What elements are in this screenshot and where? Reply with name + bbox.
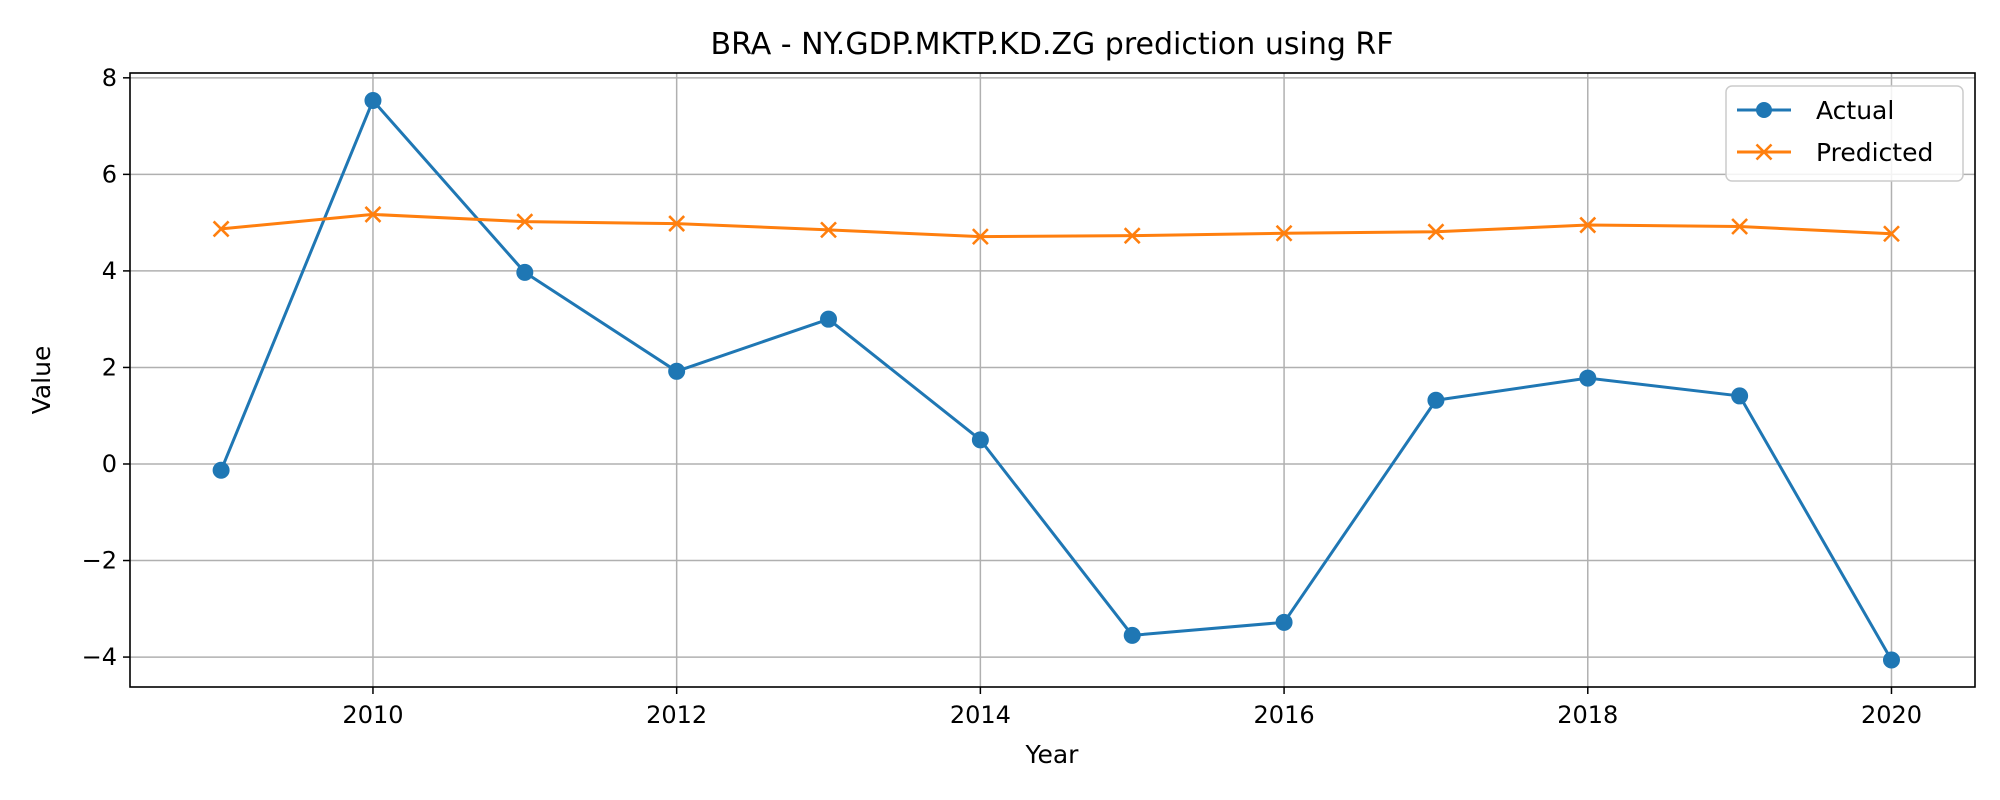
- predicted-data-point: [668, 215, 686, 233]
- predicted-data-point: [516, 213, 534, 231]
- x-tick-label: 2016: [1254, 701, 1315, 729]
- y-tick-label: 2: [102, 353, 117, 381]
- actual-data-point: [1275, 613, 1293, 631]
- x-tick-label: 2012: [646, 701, 707, 729]
- actual-data-point: [1123, 626, 1141, 644]
- plot-frame: [129, 72, 1976, 688]
- predicted-data-point: [1731, 218, 1749, 235]
- legend: Actual Predicted: [1725, 85, 1964, 182]
- actual-series-line: [219, 99, 1893, 661]
- y-axis-title: Value: [27, 346, 56, 415]
- y-tick-label: 8: [102, 64, 117, 92]
- actual-data-point: [1579, 369, 1597, 387]
- series-layer: [212, 92, 1900, 669]
- legend-actual-label: Actual: [1816, 96, 1894, 125]
- predicted-data-point: [1123, 227, 1141, 245]
- actual-data-point: [516, 263, 534, 281]
- y-tick-label: 6: [102, 160, 117, 188]
- actual-data-point: [364, 92, 382, 110]
- legend-predicted-label: Predicted: [1816, 138, 1933, 167]
- predicted-data-point: [364, 206, 382, 223]
- predicted-data-point: [971, 228, 989, 246]
- actual-data-point: [1882, 651, 1900, 669]
- x-tick-label: 2014: [950, 701, 1011, 729]
- predicted-data-point: [1883, 225, 1900, 243]
- y-tick-label: −2: [82, 547, 117, 575]
- y-tick-label: 0: [102, 450, 117, 478]
- legend-actual-marker: [1756, 102, 1772, 118]
- predicted-data-point: [212, 220, 230, 238]
- actual-data-point: [668, 362, 686, 380]
- y-tick-label: 4: [102, 257, 117, 285]
- legend-predicted-marker: [1755, 143, 1773, 161]
- predicted-data-point: [1275, 224, 1293, 242]
- actual-data-point: [820, 310, 838, 328]
- actual-data-point: [971, 431, 989, 449]
- predicted-series-line: [220, 212, 1892, 239]
- grid: [130, 73, 1975, 687]
- x-tick-label: 2018: [1557, 701, 1618, 729]
- axis-ticks: 2010 2012 2014 2016 2018 2020 −4 −2 0 2 4 6 8: [82, 64, 1922, 729]
- actual-data-point: [212, 461, 230, 479]
- x-axis-title: Year: [1025, 740, 1080, 769]
- x-tick-label: 2010: [342, 701, 403, 729]
- actual-data-point: [1731, 387, 1749, 405]
- x-tick-label: 2020: [1861, 701, 1922, 729]
- actual-data-point: [1427, 391, 1445, 409]
- chart-title: BRA - NY.GDP.MKTP.KD.ZG prediction using…: [710, 27, 1393, 62]
- predicted-data-point: [820, 221, 837, 239]
- predicted-data-point: [1427, 223, 1445, 241]
- y-tick-label: −4: [82, 643, 117, 671]
- predicted-data-point: [1579, 216, 1597, 234]
